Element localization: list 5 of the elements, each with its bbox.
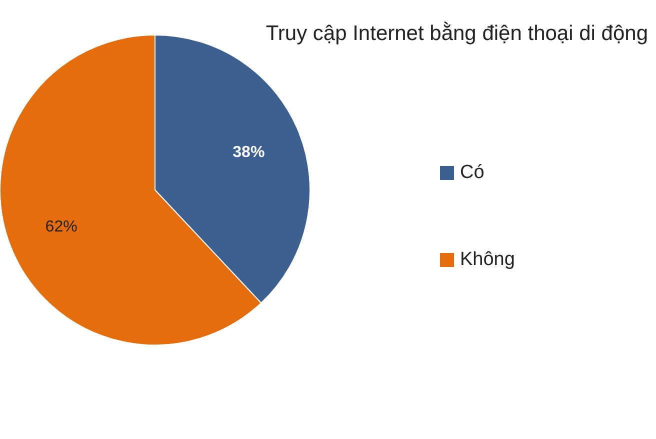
chart-title: Truy cập Internet bằng điện thoại di động: [266, 21, 648, 45]
legend-label: Không: [460, 249, 515, 270]
legend-label: Có: [460, 162, 484, 184]
data-label: 38%: [232, 144, 265, 162]
data-label: 62%: [45, 218, 78, 236]
